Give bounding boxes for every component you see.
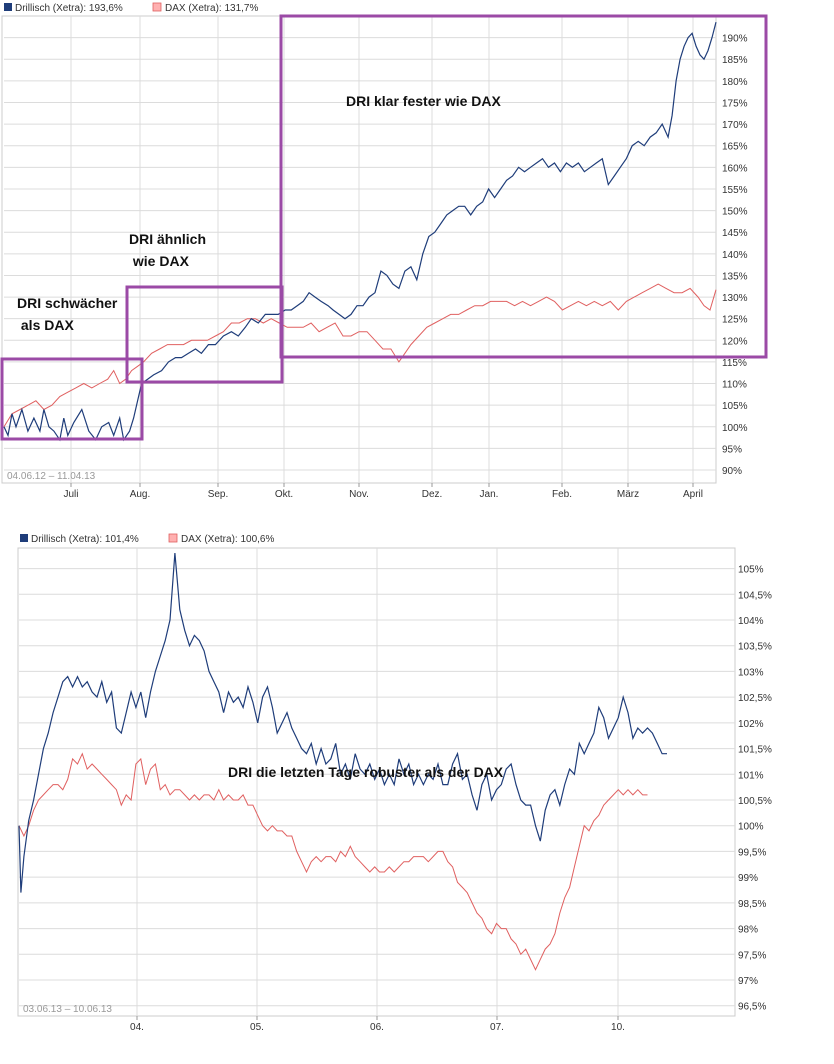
chart-1-x-tick-label: März (617, 489, 639, 500)
chart-1-annotation-1-line-1: DRI schwächer (17, 295, 118, 311)
chart-1-y-tick-label: 180% (722, 77, 748, 88)
chart-1-annotation-3: DRI klar fester wie DAX (346, 93, 501, 109)
chart-1-annotation-2-line-2: wie DAX (129, 253, 190, 269)
chart-2-y-tick-label: 104,5% (738, 590, 772, 601)
chart-1-box-3 (279, 14, 768, 359)
chart-1-legend-drillisch: Drillisch (Xetra): 193,6% (15, 3, 123, 14)
chart-2-y-tick-label: 105% (738, 565, 764, 576)
chart-1-y-tick-label: 105% (722, 401, 748, 412)
chart-2-date-range: 03.06.13 – 10.06.13 (23, 1004, 112, 1015)
chart-2-y-tick-label: 101% (738, 770, 764, 781)
chart-2-y-tick-label: 97% (738, 976, 758, 987)
chart-1-legend-dax-swatch (152, 2, 162, 12)
chart-2-x-tick-label: 05. (250, 1022, 264, 1033)
chart-1-y-tick-label: 140% (722, 250, 748, 261)
chart-2-y-tick-label: 102% (738, 719, 764, 730)
chart-1-y-tick-label: 145% (722, 228, 748, 239)
chart-1-x-tick-label: Feb. (552, 489, 572, 500)
chart-1-y-tick-label: 190% (722, 34, 748, 45)
chart-2-x-tick-label: 10. (611, 1022, 625, 1033)
chart-1-date-range: 04.06.12 – 11.04.13 (7, 471, 96, 482)
chart-1-x-tick-label: Okt. (275, 489, 293, 500)
chart-2-y-tick-label: 100% (738, 822, 764, 833)
chart-1-x-tick-label: Nov. (349, 489, 369, 500)
chart-1-annotation-2-line-1: DRI ähnlich (129, 231, 206, 247)
chart-1-grid (4, 16, 716, 483)
chart-1-y-tick-label: 95% (722, 444, 742, 455)
chart-1-x-tick-label: Juli (63, 489, 78, 500)
chart-2-series-dax-line (18, 752, 648, 971)
chart-2-y-tick-label: 104% (738, 616, 764, 627)
chart-1-y-tick-label: 120% (722, 336, 748, 347)
chart-2-legend-dax: DAX (Xetra): 100,6% (181, 534, 274, 545)
chart-2-series-drillisch-line (18, 553, 667, 893)
chart-2-y-tick-label: 103,5% (738, 642, 772, 653)
chart-2-y-tick-label: 101,5% (738, 745, 772, 756)
chart-1-legend: Drillisch (Xetra): 193,6% DAX (Xetra): 1… (4, 2, 258, 14)
chart-1-x-tick-label: April (683, 489, 703, 500)
chart-2-y-tick-label: 97,5% (738, 950, 766, 961)
chart-1-x-tick-label: Aug. (130, 489, 151, 500)
chart-1-y-tick-label: 130% (722, 293, 748, 304)
chart-2-x-tick-label: 06. (370, 1022, 384, 1033)
chart-1-y-tick-label: 170% (722, 120, 748, 131)
chart-1-x-tick-label: Jan. (480, 489, 499, 500)
chart-1: Drillisch (Xetra): 193,6% DAX (Xetra): 1… (0, 2, 768, 500)
chart-1-annotation-boxes (0, 14, 768, 441)
chart-2-x-tick-label: 07. (490, 1022, 504, 1033)
chart-1-y-tick-label: 100% (722, 423, 748, 434)
chart-2-legend: Drillisch (Xetra): 101,4% DAX (Xetra): 1… (20, 533, 274, 545)
chart-2-annotation: DRI die letzten Tage robuster als der DA… (228, 764, 504, 780)
chart-1-series-dax-line (3, 283, 717, 428)
chart-2: Drillisch (Xetra): 101,4% DAX (Xetra): 1… (17, 533, 772, 1033)
chart-2-y-tick-label: 99% (738, 873, 758, 884)
chart-1-y-tick-label: 110% (722, 380, 747, 391)
chart-1-y-tick-label: 165% (722, 142, 748, 153)
chart-1-legend-dax: DAX (Xetra): 131,7% (165, 3, 258, 14)
chart-2-y-tick-label: 99,5% (738, 847, 766, 858)
chart-1-y-tick-label: 185% (722, 55, 748, 66)
chart-1-y-tick-label: 150% (722, 207, 748, 218)
chart-1-y-tick-label: 155% (722, 185, 748, 196)
chart-1-y-tick-label: 115% (722, 358, 747, 369)
chart-2-y-tick-label: 98% (738, 925, 758, 936)
chart-1-y-tick-label: 90% (722, 466, 742, 477)
chart-1-x-axis: Juli Aug. Sep. Okt. Nov. Dez. Jan. Feb. März Apri… (63, 483, 703, 500)
chart-2-legend-drillisch: Drillisch (Xetra): 101,4% (31, 534, 139, 545)
chart-2-grid (19, 548, 735, 1016)
chart-1-y-axis: 90% 95% 100% 105% 110% 115% 120% 125% 130% 135% 14… (722, 34, 748, 477)
chart-1-legend-drillisch-swatch (4, 3, 12, 11)
chart-1-y-tick-label: 160% (722, 163, 748, 174)
chart-1-x-tick-label: Sep. (208, 489, 229, 500)
chart-1-annotation-1-line-2: als DAX (17, 317, 74, 333)
chart-1-y-tick-label: 175% (722, 98, 748, 109)
chart-1-box-1 (0, 357, 144, 441)
chart-2-y-tick-label: 103% (738, 667, 764, 678)
chart-1-x-tick-label: Dez. (422, 489, 443, 500)
chart-2-legend-drillisch-swatch (20, 534, 28, 542)
chart-1-y-tick-label: 135% (722, 271, 748, 282)
chart-2-legend-dax-swatch (168, 533, 178, 543)
chart-2-x-tick-label: 04. (130, 1022, 144, 1033)
chart-2-y-tick-label: 102,5% (738, 693, 772, 704)
chart-1-series-drillisch-line (3, 21, 717, 442)
chart-2-y-axis: 96,5% 97% 97,5% 98% 98,5% 99% 99,5% 100% 100,5% 1… (738, 565, 772, 1013)
chart-2-x-axis: 04. 05. 06. 07. 10. (130, 1016, 625, 1033)
chart-2-y-tick-label: 98,5% (738, 899, 766, 910)
chart-2-y-tick-label: 96,5% (738, 1002, 766, 1013)
chart-2-y-tick-label: 100,5% (738, 796, 772, 807)
chart-1-y-tick-label: 125% (722, 315, 748, 326)
